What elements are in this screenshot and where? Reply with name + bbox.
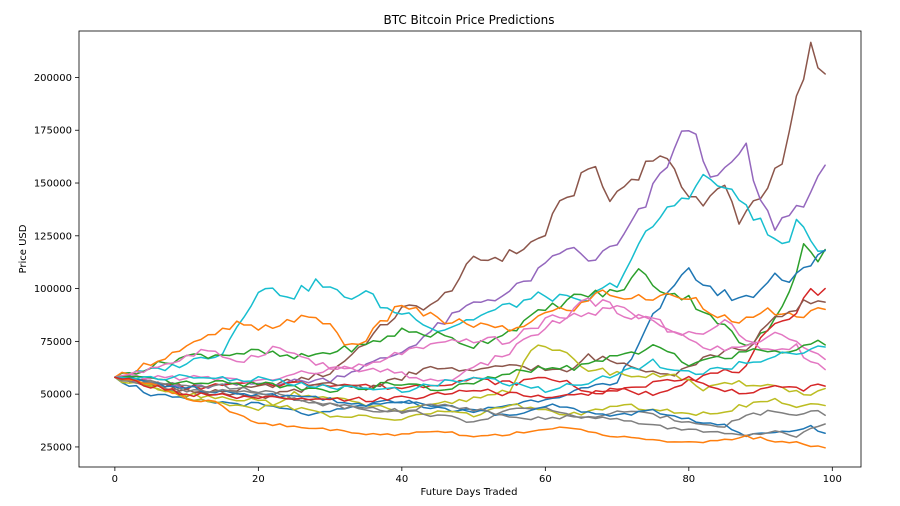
y-tick-label: 25000 (40, 442, 72, 453)
y-tick-label: 100000 (34, 284, 72, 295)
series-line (114, 376, 826, 421)
x-tick-label: 80 (682, 474, 695, 485)
series-line (114, 41, 826, 398)
series-line (114, 344, 826, 412)
x-tick-label: 0 (112, 474, 118, 485)
x-axis: 0 20 40 60 80 100 (112, 467, 842, 485)
y-tick-label: 200000 (34, 73, 72, 84)
x-axis-label: Future Days Traded (421, 487, 518, 498)
x-tick-label: 40 (395, 474, 408, 485)
series-line (114, 339, 826, 394)
series-line (114, 376, 826, 449)
x-tick-label: 60 (539, 474, 552, 485)
x-tick-label: 20 (252, 474, 265, 485)
series-line (114, 304, 826, 384)
plot-frame (78, 30, 862, 468)
series-line (114, 345, 826, 394)
series-line (114, 299, 826, 400)
y-tick-label: 150000 (34, 179, 72, 190)
y-tick-label: 50000 (40, 390, 72, 401)
series-line (114, 173, 826, 379)
y-tick-label: 175000 (34, 126, 72, 137)
series-line (114, 376, 826, 438)
series-group (114, 41, 826, 449)
y-axis-label: Price USD (18, 224, 29, 273)
series-line (114, 375, 826, 403)
series-line (114, 243, 826, 379)
series-line (114, 297, 826, 379)
series-line (114, 289, 826, 379)
chart-title: BTC Bitcoin Price Predictions (384, 13, 555, 27)
series-line (114, 376, 826, 438)
series-line (114, 375, 826, 428)
y-tick-label: 125000 (34, 231, 72, 242)
y-tick-label: 75000 (40, 337, 72, 348)
y-axis: 25000 50000 75000 100000 125000 150000 175000 2… (34, 73, 79, 453)
x-tick-label: 100 (823, 474, 842, 485)
